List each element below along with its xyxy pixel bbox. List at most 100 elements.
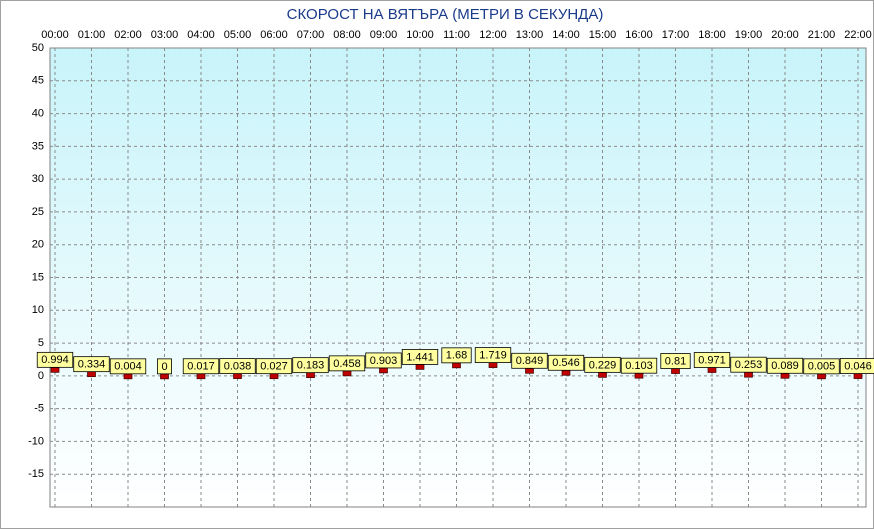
- value-label-box: [547, 354, 585, 371]
- x-tick-label: 15:00: [589, 29, 617, 41]
- value-label: 0.229: [589, 359, 617, 371]
- value-label: 0: [161, 361, 167, 373]
- x-tick-label: 01:00: [78, 29, 106, 41]
- value-label-box: [511, 352, 548, 369]
- value-label-box: [328, 355, 366, 372]
- value-label-box: [441, 347, 472, 364]
- x-tick-label: 18:00: [698, 29, 726, 41]
- value-label: 0.253: [735, 359, 763, 371]
- y-tick-label: 50: [32, 42, 44, 54]
- y-tick-label: 30: [32, 173, 44, 185]
- value-label: 0.334: [78, 359, 106, 371]
- x-tick-label: 03:00: [151, 29, 179, 41]
- marker: [707, 367, 717, 373]
- value-label-box: [803, 358, 840, 375]
- value-label: 0.903: [370, 355, 398, 367]
- y-tick-label: 0: [38, 370, 44, 382]
- marker: [269, 373, 279, 380]
- x-tick-label: 09:00: [370, 29, 398, 41]
- value-label-box: [292, 357, 329, 374]
- value-label: 0.458: [333, 358, 361, 370]
- x-tick-label: 05:00: [224, 29, 252, 41]
- marker: [525, 367, 534, 374]
- value-label-box: [693, 352, 731, 368]
- y-tick-label: 10: [32, 304, 44, 316]
- y-tick-label: 5: [38, 337, 44, 349]
- marker: [87, 371, 96, 378]
- x-tick-label: 22:00: [844, 29, 872, 41]
- value-label-box: [157, 358, 172, 375]
- value-label-box: [219, 358, 256, 375]
- marker: [671, 368, 680, 374]
- y-tick-label: 20: [32, 239, 44, 251]
- x-tick-label: 08:00: [333, 29, 361, 41]
- y-tick-label: -15: [28, 468, 44, 480]
- value-label: 0.027: [260, 361, 288, 373]
- marker: [817, 373, 826, 380]
- marker: [196, 373, 206, 380]
- x-tick-label: 04:00: [187, 29, 215, 41]
- x-tick-label: 07:00: [297, 29, 325, 41]
- value-label-box: [730, 356, 767, 373]
- value-label: 0.183: [297, 360, 325, 372]
- value-label: 0.089: [771, 360, 799, 372]
- value-label: 0.849: [516, 355, 544, 367]
- x-tick-label: 10:00: [406, 29, 434, 41]
- marker: [744, 371, 753, 378]
- y-tick-label: 45: [32, 75, 44, 87]
- marker: [561, 369, 571, 376]
- value-label-box: [584, 356, 621, 373]
- marker: [123, 373, 133, 380]
- value-label-box: [365, 352, 402, 369]
- y-tick-label: 40: [32, 107, 44, 119]
- value-label: 0.546: [552, 357, 580, 369]
- marker: [160, 373, 169, 380]
- x-tick-label: 14:00: [552, 29, 580, 41]
- marker: [50, 366, 60, 373]
- x-tick-label: 21:00: [808, 29, 836, 41]
- value-label-box: [766, 357, 804, 374]
- value-label-box: [182, 358, 220, 375]
- x-tick-label: 17:00: [662, 29, 690, 41]
- marker: [598, 372, 607, 378]
- value-label: 1.719: [479, 349, 507, 361]
- marker: [415, 364, 425, 370]
- marker: [233, 373, 242, 379]
- value-label-box: [73, 356, 110, 373]
- value-label-box: [474, 347, 512, 363]
- marker: [634, 372, 644, 379]
- value-label: 1.68: [446, 350, 467, 362]
- value-label: 0.004: [114, 361, 142, 373]
- value-label: 0.017: [187, 361, 215, 373]
- y-tick-label: -5: [34, 403, 44, 415]
- value-label-box: [255, 358, 293, 375]
- value-label: 0.994: [41, 354, 69, 366]
- marker: [306, 372, 315, 379]
- x-tick-label: 12:00: [479, 29, 507, 41]
- marker: [342, 370, 352, 377]
- marker: [488, 362, 498, 368]
- marker: [379, 367, 388, 374]
- y-tick-label: 25: [32, 206, 44, 218]
- value-label-box: [109, 358, 147, 375]
- x-tick-label: 20:00: [771, 29, 799, 41]
- x-tick-label: 02:00: [114, 29, 142, 41]
- value-label: 0.81: [665, 355, 686, 367]
- value-label-box: [839, 358, 874, 374]
- value-label-box: [401, 349, 439, 365]
- y-tick-label: 15: [32, 271, 44, 283]
- x-tick-label: 11:00: [443, 29, 470, 41]
- value-label: 0.971: [698, 354, 726, 366]
- x-tick-label: 13:00: [516, 29, 544, 41]
- value-label: 0.103: [625, 360, 653, 372]
- y-tick-label: 35: [32, 140, 44, 152]
- marker: [780, 372, 790, 379]
- value-label: 1.441: [406, 351, 434, 363]
- x-tick-label: 16:00: [625, 29, 653, 41]
- x-tick-label: 00:00: [41, 29, 69, 41]
- value-label: 0.038: [224, 361, 252, 373]
- value-label-box: [620, 357, 658, 374]
- y-tick-label: -10: [28, 435, 44, 447]
- value-label: 0.005: [808, 361, 836, 373]
